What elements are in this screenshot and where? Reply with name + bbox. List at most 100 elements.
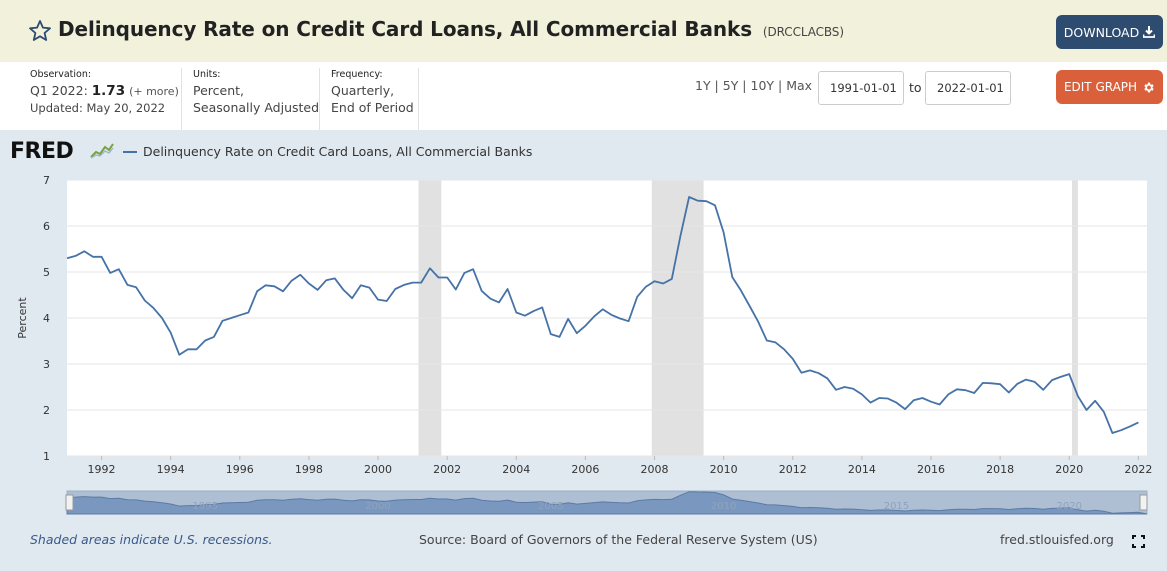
line-chart[interactable]: 1 2 3 4 5 6 7 1992 1994 1996 1998 2000 2002 2004 2006 2…	[0, 130, 1167, 530]
data-point[interactable]	[332, 276, 337, 281]
data-point[interactable]	[1067, 372, 1072, 377]
data-point[interactable]	[842, 385, 847, 390]
data-point[interactable]	[1015, 381, 1020, 386]
data-point[interactable]	[99, 254, 104, 259]
data-point[interactable]	[911, 398, 916, 403]
data-point[interactable]	[626, 319, 631, 324]
data-point[interactable]	[557, 334, 562, 339]
data-point[interactable]	[1032, 379, 1037, 384]
data-point[interactable]	[358, 283, 363, 288]
data-point[interactable]	[211, 334, 216, 339]
data-point[interactable]	[229, 316, 234, 321]
data-point[interactable]	[1101, 409, 1106, 414]
data-point[interactable]	[574, 331, 579, 336]
data-point[interactable]	[125, 282, 130, 287]
data-point[interactable]	[203, 338, 208, 343]
data-point[interactable]	[1041, 387, 1046, 392]
data-point[interactable]	[427, 266, 432, 271]
data-point[interactable]	[1050, 378, 1055, 383]
data-point[interactable]	[859, 392, 864, 397]
data-point[interactable]	[220, 318, 225, 323]
navigator-handle[interactable]	[65, 494, 74, 511]
data-point[interactable]	[505, 287, 510, 292]
data-point[interactable]	[963, 388, 968, 393]
data-point[interactable]	[272, 284, 277, 289]
data-point[interactable]	[946, 392, 951, 397]
data-point[interactable]	[972, 391, 977, 396]
data-point[interactable]	[877, 396, 882, 401]
data-point[interactable]	[194, 347, 199, 352]
data-point[interactable]	[643, 284, 648, 289]
data-point[interactable]	[1084, 408, 1089, 413]
data-point[interactable]	[289, 278, 294, 283]
navigator-handle[interactable]	[1139, 494, 1148, 511]
data-point[interactable]	[661, 281, 666, 286]
data-point[interactable]	[756, 319, 761, 324]
series-line[interactable]	[66, 196, 1139, 434]
data-point[interactable]	[90, 254, 95, 259]
data-point[interactable]	[678, 234, 683, 239]
data-point[interactable]	[1127, 424, 1132, 429]
data-point[interactable]	[868, 400, 873, 405]
date-from-input[interactable]: 1991-01-01	[818, 71, 904, 105]
data-point[interactable]	[488, 296, 493, 301]
data-point[interactable]	[341, 287, 346, 292]
data-point[interactable]	[998, 382, 1003, 387]
data-point[interactable]	[592, 314, 597, 319]
range-selector[interactable]: 1Y | 5Y | 10Y | Max	[695, 78, 813, 93]
data-point[interactable]	[1093, 398, 1098, 403]
download-button[interactable]: DOWNLOAD	[1056, 15, 1163, 49]
data-point[interactable]	[350, 296, 355, 301]
data-point[interactable]	[713, 203, 718, 208]
data-point[interactable]	[687, 195, 692, 200]
data-point[interactable]	[497, 300, 502, 305]
data-point[interactable]	[514, 310, 519, 315]
data-point[interactable]	[255, 289, 260, 294]
data-point[interactable]	[790, 356, 795, 361]
data-point[interactable]	[142, 298, 147, 303]
data-point[interactable]	[1110, 431, 1115, 436]
data-point[interactable]	[885, 396, 890, 401]
data-point[interactable]	[263, 283, 268, 288]
data-point[interactable]	[436, 275, 441, 280]
observation-more-link[interactable]: (+ more)	[129, 85, 179, 98]
data-point[interactable]	[160, 316, 165, 321]
data-point[interactable]	[721, 230, 726, 235]
data-point[interactable]	[237, 313, 242, 318]
data-point[interactable]	[306, 281, 311, 286]
data-point[interactable]	[937, 402, 942, 407]
data-point[interactable]	[384, 299, 389, 304]
fullscreen-icon[interactable]	[1132, 535, 1145, 548]
data-point[interactable]	[73, 253, 78, 258]
data-point[interactable]	[445, 275, 450, 280]
data-point[interactable]	[1136, 420, 1141, 425]
data-point[interactable]	[116, 267, 121, 272]
data-point[interactable]	[376, 297, 381, 302]
data-point[interactable]	[704, 199, 709, 204]
star-icon[interactable]	[28, 19, 52, 43]
data-point[interactable]	[782, 347, 787, 352]
data-point[interactable]	[652, 279, 657, 284]
data-point[interactable]	[825, 376, 830, 381]
data-point[interactable]	[738, 288, 743, 293]
data-point[interactable]	[531, 309, 536, 314]
date-to-input[interactable]: 2022-01-01	[925, 71, 1011, 105]
data-point[interactable]	[65, 256, 70, 261]
data-point[interactable]	[462, 270, 467, 275]
data-point[interactable]	[298, 272, 303, 277]
data-point[interactable]	[315, 287, 320, 292]
data-point[interactable]	[618, 316, 623, 321]
data-point[interactable]	[479, 288, 484, 293]
data-point[interactable]	[747, 304, 752, 309]
data-point[interactable]	[635, 294, 640, 299]
data-point[interactable]	[540, 305, 545, 310]
data-point[interactable]	[367, 285, 372, 290]
data-point[interactable]	[834, 387, 839, 392]
data-point[interactable]	[419, 280, 424, 285]
data-point[interactable]	[808, 368, 813, 373]
data-point[interactable]	[1024, 377, 1029, 382]
data-point[interactable]	[186, 347, 191, 352]
data-point[interactable]	[583, 323, 588, 328]
data-point[interactable]	[764, 338, 769, 343]
data-point[interactable]	[1006, 390, 1011, 395]
